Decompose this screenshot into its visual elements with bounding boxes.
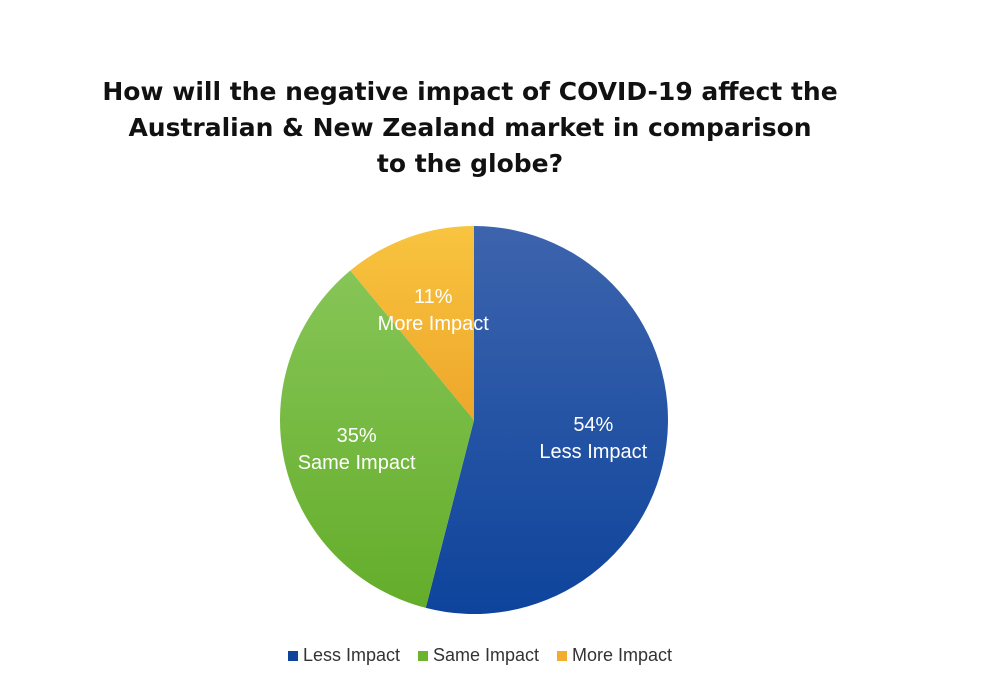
legend-swatch-same-impact xyxy=(417,650,428,661)
chart-title-line-2: Australian & New Zealand market in compa… xyxy=(128,113,812,142)
slice-percent-label-more-impact: 11% xyxy=(414,286,453,308)
slice-name-label-less-impact: Less Impact xyxy=(539,441,647,463)
legend-label-less-impact: Less Impact xyxy=(302,645,400,665)
pie-slices xyxy=(279,226,668,615)
chart-title-line-1: How will the negative impact of COVID-19… xyxy=(102,77,838,106)
chart-title-line-3: to the globe? xyxy=(376,149,564,178)
chart-title: How will the negative impact of COVID-19… xyxy=(100,74,840,182)
legend-item-more-impact: More Impact xyxy=(557,645,672,666)
slice-percent-label-less-impact: 54% xyxy=(573,414,613,436)
chart-legend: Less Impact Same Impact More Impact xyxy=(0,645,960,666)
legend-swatch-more-impact xyxy=(557,650,568,661)
legend-label-more-impact: More Impact xyxy=(572,645,673,665)
legend-item-same-impact: Same Impact xyxy=(417,645,540,666)
pie-slice-less-impact xyxy=(425,226,668,615)
legend-label-same-impact: Same Impact xyxy=(432,645,540,665)
legend-item-less-impact: Less Impact xyxy=(287,645,400,666)
slice-name-label-more-impact: More Impact xyxy=(378,313,490,335)
legend-swatch-less-impact xyxy=(287,650,298,661)
slice-percent-label-same-impact: 35% xyxy=(337,425,377,447)
slice-name-label-same-impact: Same Impact xyxy=(298,452,416,474)
pie-slice-more-impact xyxy=(350,226,474,420)
pie-slice-same-impact xyxy=(279,270,474,608)
pie-slice-labels: 54% Less Impact 35% Same Impact 11% More Impa… xyxy=(298,286,648,474)
